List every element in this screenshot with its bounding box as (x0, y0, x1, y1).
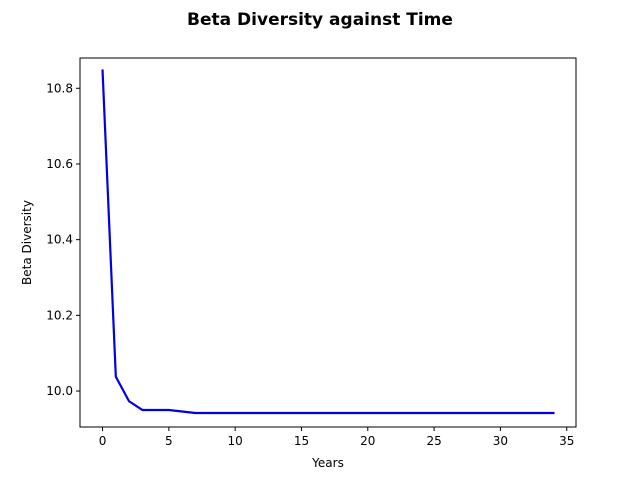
x-tick-label: 30 (493, 434, 508, 448)
x-axis: 0 5 10 15 20 25 30 35 (99, 427, 574, 448)
x-tick-label: 25 (426, 434, 441, 448)
chart-title: Beta Diversity against Time (187, 10, 453, 30)
y-tick-label: 10.6 (46, 157, 73, 171)
axes-frame (79, 57, 577, 428)
x-tick-label: 35 (559, 434, 574, 448)
x-tick-label: 0 (99, 434, 107, 448)
x-tick-label: 15 (294, 434, 309, 448)
x-axis-label: Years (311, 456, 344, 470)
y-tick-label: 10.8 (46, 81, 73, 95)
x-tick-label: 20 (360, 434, 375, 448)
x-tick-label: 10 (228, 434, 243, 448)
x-tick-label: 5 (165, 434, 173, 448)
y-tick-label: 10.0 (46, 384, 73, 398)
y-axis: 10.0 10.2 10.4 10.6 10.8 (46, 81, 80, 398)
series-line (101, 69, 555, 415)
y-tick-label: 10.2 (46, 308, 73, 322)
plot-area (101, 69, 555, 415)
y-tick-label: 10.4 (46, 233, 73, 247)
y-axis-label: Beta Diversity (20, 200, 34, 285)
